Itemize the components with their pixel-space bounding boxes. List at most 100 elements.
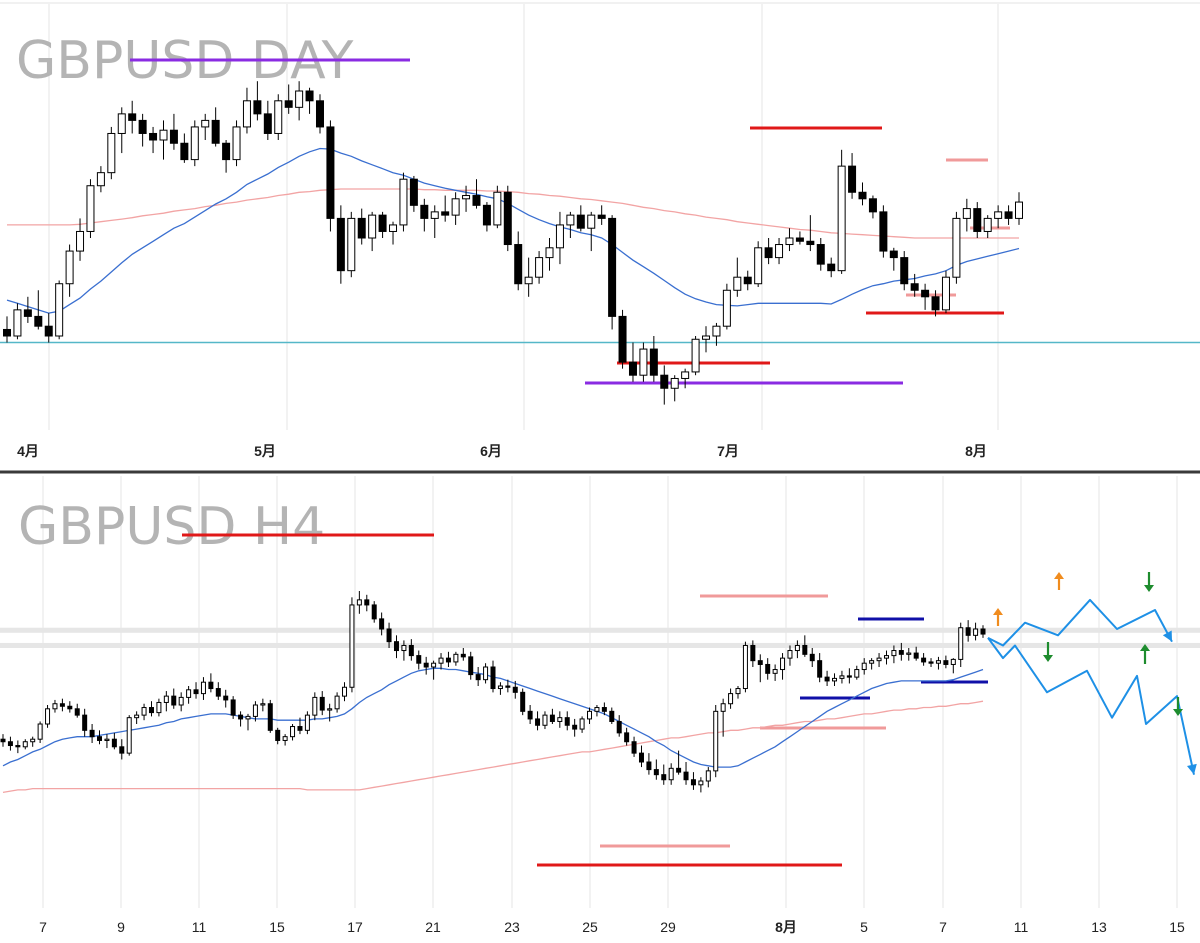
day-candle-body: [430, 211, 439, 219]
day-candle-body: [1004, 211, 1013, 219]
h4-candle-body: [483, 666, 489, 681]
h4-candle-body: [223, 695, 229, 701]
day-candle-body: [169, 129, 178, 144]
h4-candle-body: [683, 771, 689, 781]
h4-x-tick-label: 15: [1169, 919, 1185, 935]
h4-candle: [869, 658, 875, 670]
h4-down-arrow-head: [1043, 655, 1053, 662]
day-candle: [566, 211, 575, 238]
day-candle-body: [587, 214, 596, 229]
h4-signal-arrows: [993, 572, 1183, 716]
h4-candle: [171, 688, 177, 709]
h4-candle: [290, 724, 296, 741]
h4-candle: [37, 721, 43, 743]
day-candle-body: [983, 217, 992, 232]
day-candle-body: [326, 126, 335, 219]
h4-candle: [653, 759, 659, 780]
day-candle-body: [117, 113, 126, 134]
day-candle: [670, 375, 679, 402]
h4-candle-body: [497, 685, 503, 690]
h4-candle-body: [505, 685, 511, 688]
h4-candle-body: [119, 746, 125, 754]
h4-candle: [780, 653, 786, 680]
h4-candle: [631, 736, 637, 757]
day-x-tick-label: 7月: [717, 443, 739, 459]
day-candle-body: [399, 178, 408, 226]
h4-candle-body: [564, 717, 570, 726]
h4-candle: [921, 653, 927, 666]
day-candle: [180, 133, 189, 163]
day-candle-body: [253, 100, 262, 115]
h4-candle: [134, 711, 140, 724]
h4-candle: [683, 762, 689, 785]
h4-candle-body: [45, 708, 51, 725]
h4-candle-body: [111, 738, 117, 748]
day-candle-body: [879, 211, 888, 252]
h4-candle: [475, 667, 481, 686]
h4-candle: [616, 715, 622, 737]
h4-candle: [898, 642, 904, 661]
h4-candle: [742, 641, 748, 693]
h4-candle: [45, 705, 51, 728]
h4-candle-body: [980, 628, 986, 635]
day-candle: [941, 270, 950, 314]
h4-candle-body: [549, 714, 555, 722]
h4-candle-body: [572, 724, 578, 730]
day-candle-body: [785, 237, 794, 246]
h4-candle: [15, 740, 21, 754]
h4-candle: [735, 686, 741, 699]
day-candle: [775, 238, 784, 265]
day-candle-body: [232, 126, 241, 161]
h4-candle-body: [817, 660, 823, 678]
day-candle-body: [482, 204, 491, 226]
day-candle: [13, 303, 22, 340]
day-candle-body: [848, 165, 857, 193]
day-candle: [86, 179, 95, 238]
h4-candle-body: [312, 696, 318, 716]
day-candle-body: [775, 244, 784, 259]
h4-candle-body: [846, 675, 852, 678]
h4-candle: [30, 736, 36, 747]
day-candle: [545, 238, 554, 271]
h4-candle: [483, 663, 489, 684]
h4-candle-body: [794, 644, 800, 652]
h4-candle-body: [327, 708, 333, 711]
h4-candle-body: [178, 696, 184, 706]
day-candle-body: [242, 100, 251, 128]
h4-candle-body: [37, 723, 43, 740]
h4-candle-body: [260, 703, 266, 706]
h4-candle: [67, 701, 73, 713]
h4-candle-body: [720, 703, 726, 712]
h4-candle: [601, 702, 607, 716]
h4-x-tick-label: 9: [117, 919, 125, 935]
day-candle: [232, 120, 241, 167]
h4-candle-body: [349, 604, 355, 688]
h4-candle: [215, 682, 221, 700]
h4-level-lines: [182, 533, 988, 867]
h4-candle: [535, 711, 541, 731]
h4-candle: [624, 727, 630, 746]
day-candle-body: [107, 132, 116, 174]
h4-candle: [156, 698, 162, 717]
day-x-tick-label: 6月: [480, 443, 502, 459]
h4-candle-body: [839, 675, 845, 679]
h4-candle-body: [750, 644, 756, 662]
h4-x-tick-label: 11: [192, 919, 207, 935]
day-candle-body: [535, 257, 544, 278]
h4-candle-body: [535, 718, 541, 726]
day-candle-body: [389, 224, 398, 232]
h4-candle: [22, 739, 28, 750]
h4-candle: [260, 698, 266, 712]
day-candle: [868, 195, 877, 219]
day-candle: [482, 202, 491, 232]
h4-candle-body: [861, 662, 867, 671]
h4-candle: [794, 640, 800, 659]
day-candle: [900, 251, 909, 291]
h4-candle: [416, 650, 422, 670]
h4-candle: [371, 601, 377, 623]
h4-candle: [252, 701, 258, 722]
day-candle-body: [733, 276, 742, 291]
h4-chart-panel: GBPUSD H4 7 9 11 15 17 21 23 25 29 8月 5 7 11 13 15: [0, 476, 1200, 935]
h4-candle: [728, 688, 734, 709]
day-candle: [858, 182, 867, 206]
